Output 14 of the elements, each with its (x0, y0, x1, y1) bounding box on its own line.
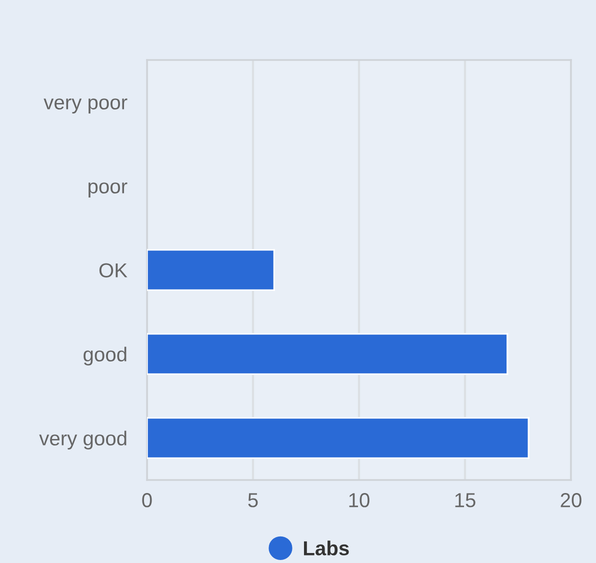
y-tick-label: OK (99, 263, 128, 278)
bar (147, 249, 276, 291)
y-tick-label: very good (39, 430, 126, 450)
x-tick-label: 10 (349, 493, 370, 508)
bar (147, 333, 508, 375)
bar (147, 417, 530, 459)
x-tick-label: 5 (248, 493, 258, 508)
y-tick-label: poor (88, 182, 128, 198)
x-tick-label: 15 (455, 493, 476, 508)
y-tick-label: good (84, 346, 126, 366)
x-tick-label: 0 (142, 493, 152, 508)
x-tick-label: 20 (560, 493, 582, 508)
legend-label: Labs (304, 540, 349, 556)
y-tick-label: very poor (44, 98, 128, 114)
